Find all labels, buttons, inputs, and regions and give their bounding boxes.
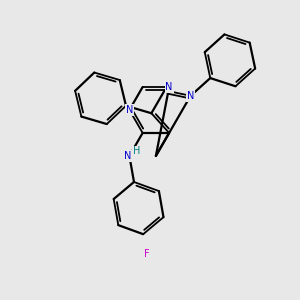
Text: N: N — [187, 91, 194, 101]
Text: F: F — [144, 249, 149, 259]
Text: N: N — [166, 82, 173, 92]
Text: N: N — [126, 105, 133, 115]
Text: N: N — [124, 151, 131, 161]
Text: H: H — [133, 146, 140, 157]
